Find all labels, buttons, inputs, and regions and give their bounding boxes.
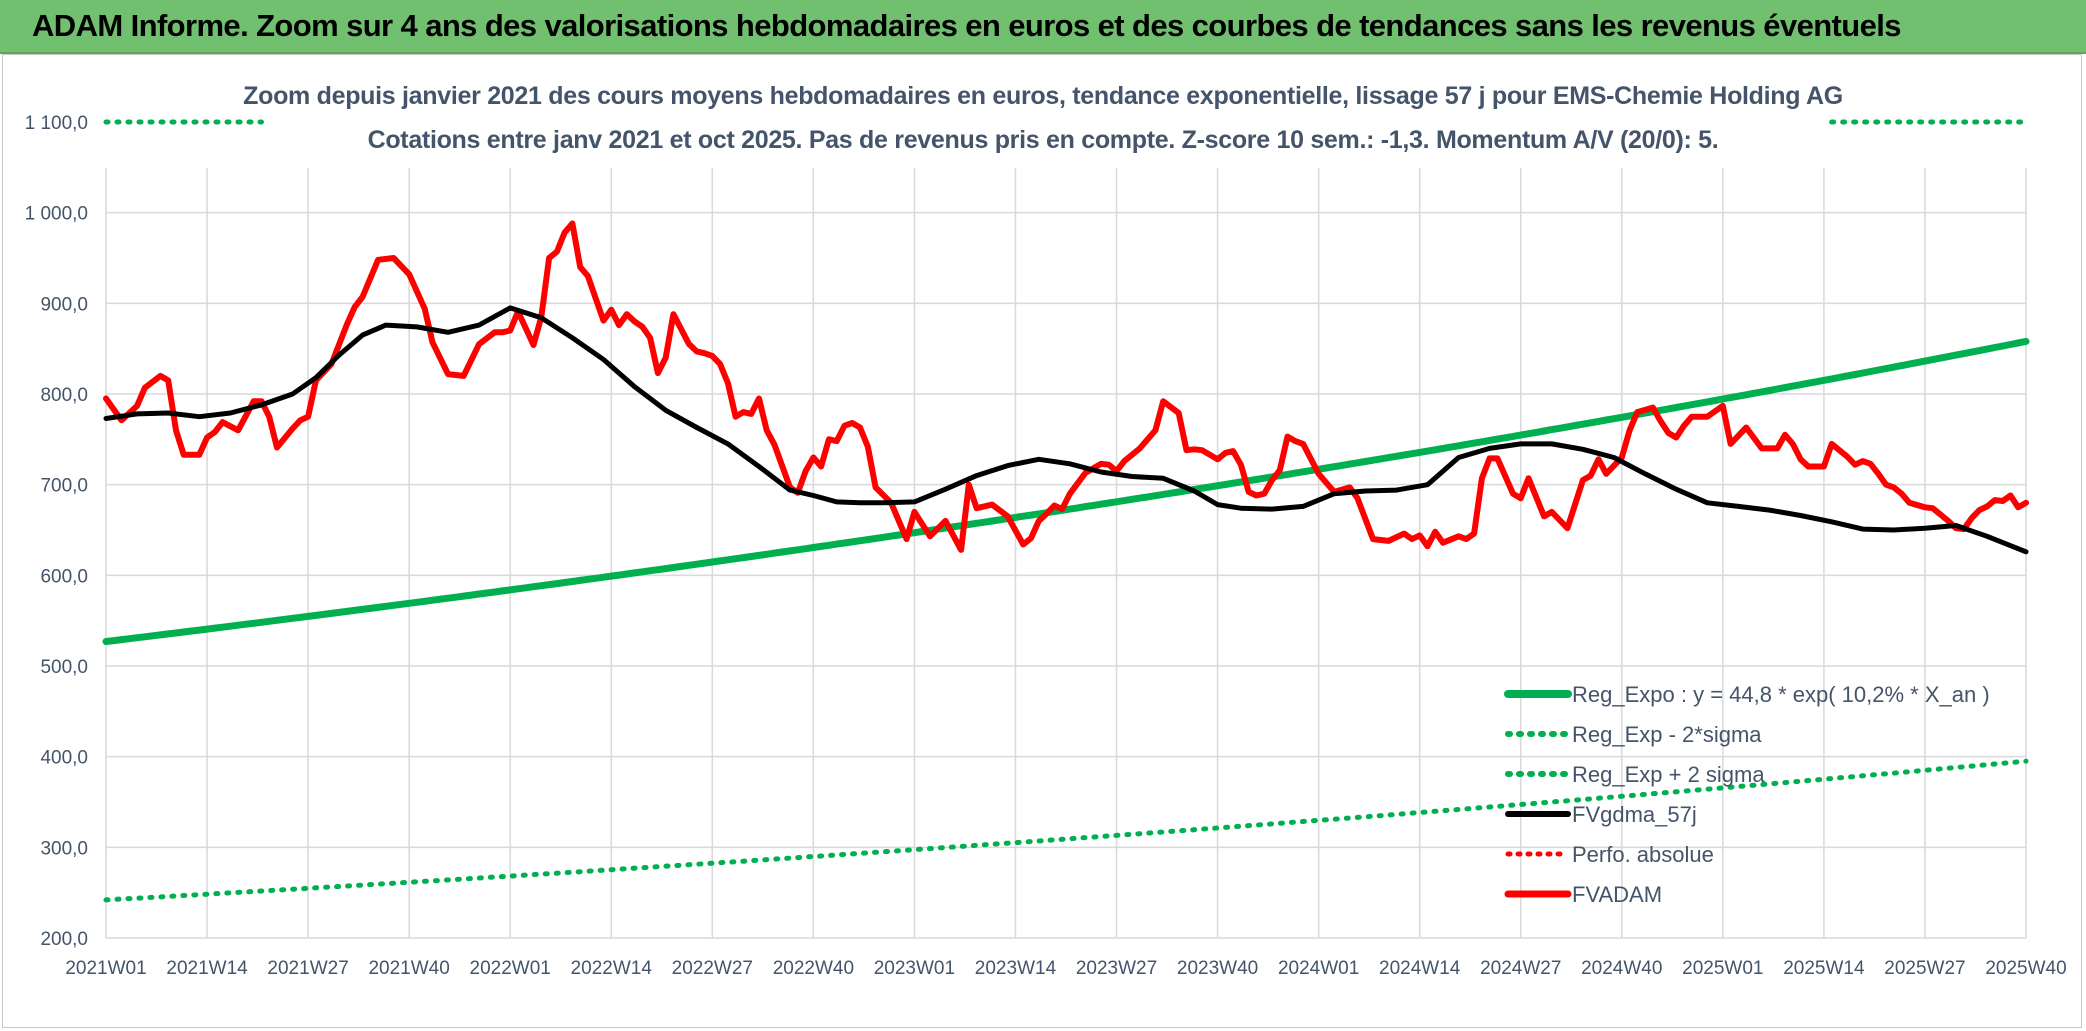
y-tick-label: 800,0 [40,385,88,406]
x-tick-label: 2021W40 [368,958,449,979]
chart-subtitle: Cotations entre janv 2021 et oct 2025. P… [367,126,1719,154]
x-tick-label: 2024W27 [1480,958,1561,979]
y-tick-label: 300,0 [40,838,88,859]
legend-label: Perfo. absolue [1572,842,1714,867]
legend-label: Reg_Exp - 2*sigma [1572,722,1762,747]
x-tick-label: 2025W14 [1783,958,1865,979]
x-tick-label: 2023W27 [1076,958,1157,979]
x-tick-label: 2021W14 [166,958,248,979]
legend-label: Reg_Exp + 2 sigma [1572,762,1765,787]
x-tick-label: 2022W27 [672,958,753,979]
x-axis: 2021W01 2021W14 2021W27 2021W40 2022W01 2022W… [65,958,2066,979]
chart-frame [2,54,2082,1028]
series-layer [102,119,2030,903]
series-line [103,305,2029,555]
y-tick-label: 600,0 [40,566,88,587]
y-tick-label: 700,0 [40,476,88,497]
y-tick-label: 400,0 [40,748,88,769]
y-tick-label: 500,0 [40,657,88,678]
legend-label: FVgdma_57j [1572,802,1697,827]
legend: Reg_Expo : y = 44,8 * exp( 10,2% * X_an … [1504,682,1990,907]
report-header: ADAM Informe. Zoom sur 4 ans des valoris… [0,0,2086,54]
y-tick-label: 1 000,0 [25,204,88,225]
y-tick-label: 1 100,0 [25,113,88,134]
x-tick-label: 2025W27 [1884,958,1965,979]
x-tick-label: 2021W01 [65,958,146,979]
y-tick-label: 900,0 [40,294,88,315]
series-line [103,220,2029,553]
x-tick-label: 2025W40 [1985,958,2066,979]
series-line [103,758,2029,903]
legend-label: Reg_Expo : y = 44,8 * exp( 10,2% * X_an … [1572,682,1990,707]
report-title: ADAM Informe. Zoom sur 4 ans des valoris… [32,8,1902,43]
x-tick-label: 2022W01 [470,958,551,979]
x-tick-label: 2022W14 [571,958,653,979]
x-tick-label: 2022W40 [773,958,854,979]
grid-layer [105,168,2027,939]
chart-title: Zoom depuis janvier 2021 des cours moyen… [243,82,1843,110]
x-tick-label: 2024W14 [1379,958,1461,979]
y-axis: 200,0 300,0 400,0 500,0 600,0 700,0 800,0 900,0… [25,113,88,950]
x-tick-label: 2021W27 [267,958,348,979]
legend-label: FVADAM [1572,882,1662,907]
x-tick-label: 2023W14 [975,958,1057,979]
x-tick-label: 2023W40 [1177,958,1258,979]
x-tick-label: 2024W40 [1581,958,1662,979]
x-tick-label: 2025W01 [1682,958,1763,979]
x-tick-label: 2024W01 [1278,958,1359,979]
x-tick-label: 2023W01 [874,958,955,979]
y-tick-label: 200,0 [40,929,88,950]
series-line [102,337,2030,645]
